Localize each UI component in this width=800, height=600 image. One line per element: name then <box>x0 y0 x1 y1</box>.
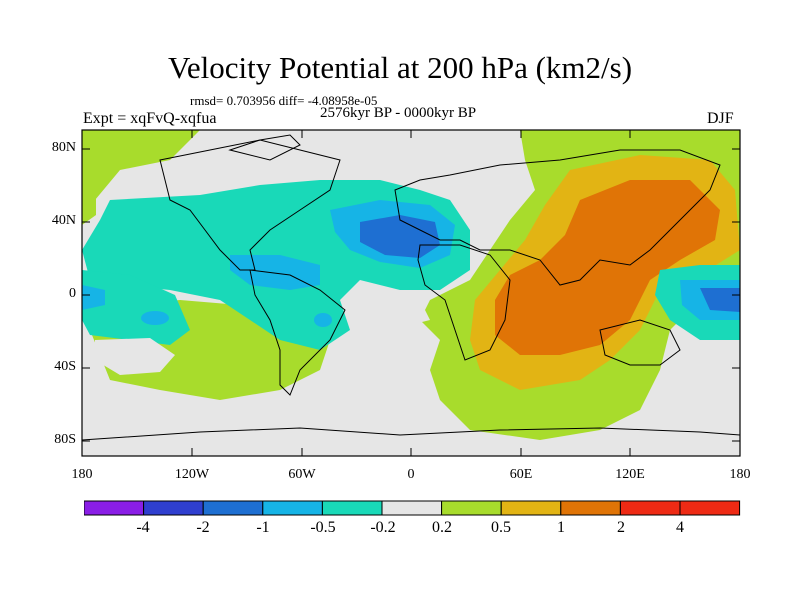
contour-negative-weak-west <box>82 270 190 345</box>
contour-negative-mid-pacific <box>141 311 169 325</box>
colorbar-swatch <box>262 500 323 516</box>
colorbar-label: 0.2 <box>432 519 452 536</box>
colorbar-label: -4 <box>136 519 150 536</box>
season-label: DJF <box>707 110 734 127</box>
rmsd-stats: rmsd= 0.703956 diff= -4.08958e-05 <box>190 93 378 108</box>
contour-neutral-south <box>95 338 175 375</box>
period-label: 2576kyr BP - 0000kyr BP <box>320 105 477 121</box>
colorbar-label: 4 <box>676 519 684 536</box>
colorbar-swatch <box>679 500 741 516</box>
colorbar-label: -2 <box>196 519 210 536</box>
colorbar-swatch <box>619 500 681 516</box>
lon-tick-label: 60W <box>288 467 316 482</box>
contour-negative-mid-west <box>82 285 105 310</box>
colorbar-label: -0.2 <box>370 519 396 536</box>
contour-positive-weak-nw <box>82 130 200 215</box>
lon-tick-label: 0 <box>407 467 415 482</box>
colorbar-swatch <box>321 500 383 516</box>
lat-tick-label: 40N <box>51 213 76 228</box>
contour-positive-weak-w <box>82 160 96 225</box>
lon-tick-label: 180 <box>71 467 93 482</box>
contour-negative-strong-east <box>700 288 740 312</box>
colorbar-label: -0.5 <box>310 519 336 536</box>
colorbar-swatch <box>381 500 443 516</box>
lat-tick-label: 80N <box>51 140 76 155</box>
contour-positive-strong <box>495 180 720 355</box>
colorbar <box>84 500 741 516</box>
lon-tick-label: 180 <box>729 467 751 482</box>
colorbar-swatch <box>441 500 502 516</box>
colorbar-swatch <box>560 500 621 516</box>
colorbar-label: 2 <box>617 519 625 536</box>
coastlines <box>82 134 740 441</box>
lat-tick-label: 40S <box>54 359 76 374</box>
lat-tick-label: 80S <box>54 432 76 447</box>
lon-tick-label: 120W <box>174 467 210 482</box>
lon-tick-label: 120E <box>615 467 645 482</box>
lat-tick-label: 0 <box>69 286 76 301</box>
colorbar-swatch <box>143 500 204 516</box>
lon-tick-label: 60E <box>509 467 533 482</box>
map-title: Velocity Potential at 200 hPa (km2/s) <box>167 50 633 85</box>
colorbar-swatch <box>202 500 264 516</box>
colorbar-label: -1 <box>256 519 270 536</box>
colorbar-label: 0.5 <box>491 519 511 536</box>
colorbar-swatch <box>500 500 562 516</box>
colorbar-swatch <box>84 500 145 516</box>
colorbar-label: 1 <box>557 519 565 536</box>
axis-ticks <box>82 130 740 456</box>
contour-neutral-midatlantic <box>350 300 430 330</box>
experiment-label: Expt = xqFvQ-xqfua <box>83 110 217 127</box>
contour-negative-mid-amazon <box>314 313 332 327</box>
